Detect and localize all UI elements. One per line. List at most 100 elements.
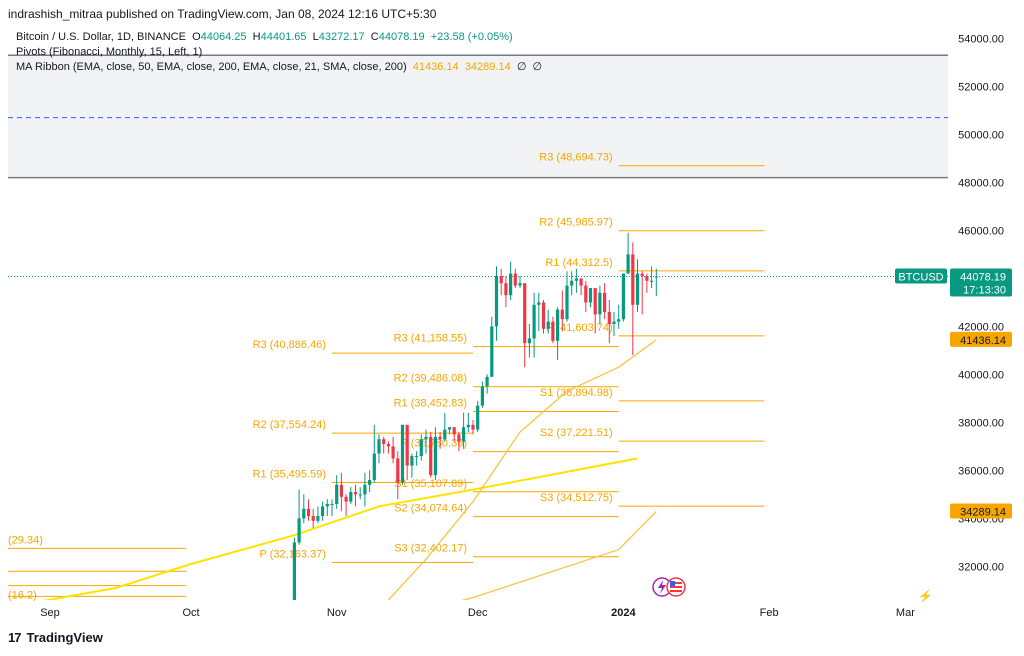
candle-body <box>560 309 564 320</box>
pivot-label: R1 (38,452.83) <box>394 398 467 410</box>
candle-body <box>499 276 503 284</box>
candle-body <box>382 439 386 444</box>
candle-body <box>635 273 640 305</box>
legend-low-label: L <box>312 31 319 43</box>
legend-symbol-row: Bitcoin / U.S. Dollar, 1D, BINANCE O4406… <box>16 30 542 45</box>
candle-body <box>396 458 400 483</box>
candle-body <box>579 278 583 286</box>
candle-body <box>523 283 527 344</box>
legend-ribbon-na-2: ∅ <box>532 61 543 73</box>
ma-value-label: 41436.14 <box>960 335 1006 347</box>
y-tick-label: 50000.00 <box>958 129 1004 141</box>
legend-close: 44078.19 <box>378 31 425 43</box>
candle-body <box>424 436 428 440</box>
candle-body <box>457 434 461 442</box>
pivot-label: R1 (44,312.5) <box>545 257 612 269</box>
candle-body <box>654 276 658 278</box>
legend-change: +23.58 (+0.05%) <box>430 31 513 43</box>
brand-name: TradingView <box>26 630 103 645</box>
candle-body <box>574 278 578 281</box>
candle-body <box>621 273 625 320</box>
lightning-bolt-icon <box>658 580 666 594</box>
pivot-label: S2 (37,221.51) <box>540 427 613 439</box>
candle-body <box>607 312 611 324</box>
candle-body <box>447 427 452 430</box>
ma-ribbon-line-slow-light <box>42 457 638 600</box>
candle-body <box>645 276 649 281</box>
y-tick-label: 42000.00 <box>958 321 1004 333</box>
candle-body <box>443 429 447 440</box>
y-tick-label: 54000.00 <box>958 33 1004 45</box>
legend-ribbon-row[interactable]: MA Ribbon (EMA, close, 50, EMA, close, 2… <box>16 60 542 75</box>
symbol-tag <box>895 268 947 284</box>
legend-open: 44064.25 <box>200 31 247 43</box>
candle-body <box>650 280 654 282</box>
pivot-label: R2 (37,554.24) <box>253 419 326 431</box>
candle-body <box>490 326 494 377</box>
x-tick-label: Nov <box>327 607 347 619</box>
ma-value-tag <box>950 331 1012 347</box>
candle-body <box>471 424 475 430</box>
legend-ribbon-na-1: ∅ <box>516 61 527 73</box>
legend-ribbon: MA Ribbon (EMA, close, 50, EMA, close, 2… <box>16 61 407 73</box>
candle-body <box>363 484 367 495</box>
candle-body <box>372 453 376 480</box>
candle-body <box>494 276 499 327</box>
chart-legend: Bitcoin / U.S. Dollar, 1D, BINANCE O4406… <box>16 30 542 75</box>
candle-body <box>617 319 621 322</box>
candle-body <box>532 304 536 339</box>
candle-body <box>518 283 522 286</box>
ma-value-label: 34289.14 <box>960 506 1006 518</box>
flag-stripe <box>670 586 682 588</box>
candle-body <box>419 439 423 456</box>
flag-stripe <box>670 582 682 584</box>
candle-body <box>551 321 555 341</box>
x-tick-label: Dec <box>468 607 488 619</box>
candle-body <box>410 456 414 466</box>
candle-body <box>593 288 597 315</box>
candle-body <box>476 405 480 430</box>
legend-pivots[interactable]: Pivots (Fibonacci, Monthly, 15, Left, 1) <box>16 46 203 58</box>
flag-canton <box>670 581 675 586</box>
legend-symbol: Bitcoin / U.S. Dollar, 1D, BINANCE <box>16 31 186 43</box>
y-tick-label: 36000.00 <box>958 465 1004 477</box>
bar-countdown: 17:13:30 <box>963 285 1006 297</box>
candle-body <box>438 436 442 440</box>
candle-body <box>415 456 419 457</box>
y-tick-label: 48000.00 <box>958 177 1004 189</box>
candle-body <box>330 504 334 505</box>
candle-body <box>292 542 296 600</box>
candle-body <box>349 492 353 502</box>
candle-body <box>405 424 409 466</box>
candle-body <box>570 280 574 286</box>
candle-body <box>429 436 433 476</box>
x-tick-label: 2024 <box>611 607 636 619</box>
x-tick-label: Feb <box>760 607 779 619</box>
candle-body <box>386 444 390 447</box>
candle-body <box>556 309 560 341</box>
candle-body <box>400 424 405 483</box>
ma-value-tag <box>950 503 1012 519</box>
candle-body <box>452 427 456 435</box>
candle-body <box>480 386 484 406</box>
last-price-value: 44078.19 <box>960 272 1006 284</box>
candle-body <box>311 516 315 521</box>
pivot-label: P (32,163.37) <box>260 548 326 560</box>
candle-body <box>335 484 339 504</box>
pivot-label: R1 (35,495.59) <box>253 469 326 481</box>
candle-body <box>358 494 362 496</box>
ma-ribbon-line-fast <box>387 339 657 600</box>
candle-body <box>297 518 301 543</box>
pivot-label: R2 (45,985.97) <box>539 217 612 229</box>
candle-body <box>353 492 358 495</box>
candle-body <box>584 285 588 303</box>
candle-body <box>485 376 489 387</box>
candle-body <box>391 446 395 459</box>
tradingview-brand: 17 TradingView <box>8 630 103 645</box>
pivot-label: S2 (34,074.64) <box>394 503 467 515</box>
candle-body <box>306 508 311 516</box>
candle-body <box>513 273 517 286</box>
candle-body <box>631 254 635 305</box>
candle-body <box>433 436 437 476</box>
